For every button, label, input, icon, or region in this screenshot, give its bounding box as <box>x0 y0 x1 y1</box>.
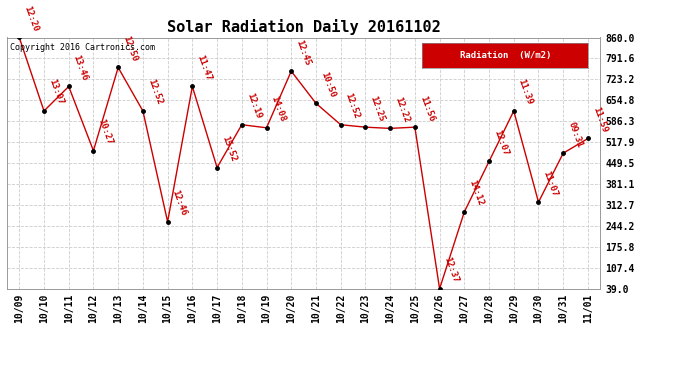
Title: Solar Radiation Daily 20161102: Solar Radiation Daily 20161102 <box>167 19 440 35</box>
Text: 11:07: 11:07 <box>542 169 559 198</box>
Text: 12:20: 12:20 <box>22 4 40 33</box>
Text: 12:52: 12:52 <box>344 92 362 120</box>
Text: 11:39: 11:39 <box>517 78 534 106</box>
Text: 12:22: 12:22 <box>393 96 411 124</box>
Text: 12:25: 12:25 <box>368 94 386 123</box>
Text: 12:50: 12:50 <box>121 34 139 63</box>
Text: 09:31: 09:31 <box>566 120 584 148</box>
Text: 13:07: 13:07 <box>47 78 65 106</box>
Text: 12:45: 12:45 <box>294 38 312 67</box>
Text: 11:56: 11:56 <box>418 94 435 123</box>
Text: 10:50: 10:50 <box>319 70 337 99</box>
Text: 14:12: 14:12 <box>467 179 485 207</box>
Text: 15:52: 15:52 <box>220 135 237 163</box>
Text: 12:52: 12:52 <box>146 78 164 106</box>
Text: 12:07: 12:07 <box>492 129 510 157</box>
Text: Copyright 2016 Cartronics.com: Copyright 2016 Cartronics.com <box>10 42 155 51</box>
Text: 11:47: 11:47 <box>195 54 213 82</box>
Text: 11:59: 11:59 <box>591 106 609 134</box>
Text: 13:46: 13:46 <box>72 54 89 82</box>
Text: 12:46: 12:46 <box>170 189 188 217</box>
Text: 14:08: 14:08 <box>270 95 287 123</box>
Text: 12:19: 12:19 <box>245 92 262 120</box>
Text: 12:37: 12:37 <box>442 256 460 284</box>
Text: 10:27: 10:27 <box>97 118 114 146</box>
